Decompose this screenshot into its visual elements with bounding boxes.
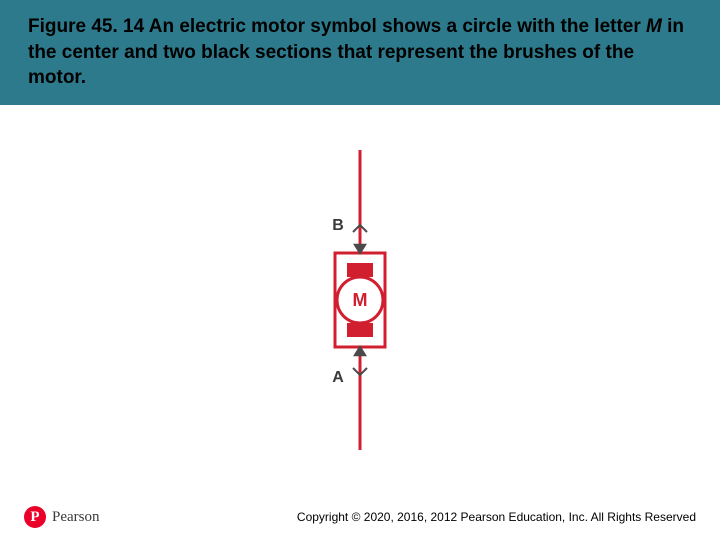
caption-prefix: Figure 45. 14 An electric motor symbol s…	[28, 16, 646, 37]
diagram-area: B A M	[0, 150, 720, 470]
pearson-p-letter: P	[30, 509, 39, 526]
copyright-text: Copyright © 2020, 2016, 2012 Pearson Edu…	[297, 510, 696, 524]
pearson-wordmark: Pearson	[52, 509, 100, 526]
caption-italic-m: M	[646, 16, 662, 37]
svg-text:A: A	[332, 369, 344, 386]
pearson-logo-icon: P	[24, 506, 46, 528]
slide: Figure 45. 14 An electric motor symbol s…	[0, 0, 720, 540]
motor-symbol-diagram: B A M	[290, 150, 430, 450]
pearson-logo: P Pearson	[24, 506, 100, 528]
svg-text:B: B	[332, 217, 344, 234]
figure-caption: Figure 45. 14 An electric motor symbol s…	[28, 14, 692, 91]
figure-caption-band: Figure 45. 14 An electric motor symbol s…	[0, 0, 720, 105]
svg-text:M: M	[353, 290, 368, 310]
footer: P Pearson Copyright © 2020, 2016, 2012 P…	[0, 506, 720, 528]
